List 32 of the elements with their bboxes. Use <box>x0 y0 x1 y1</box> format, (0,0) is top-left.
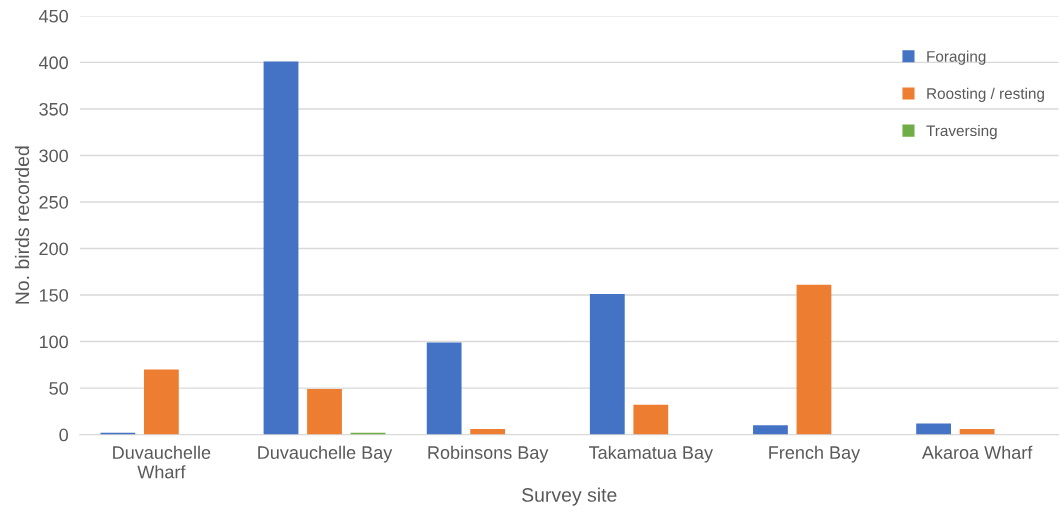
bar <box>263 61 299 435</box>
y-tick-label: 100 <box>39 335 68 349</box>
bar <box>426 342 462 435</box>
bar <box>589 294 625 435</box>
bar <box>753 425 788 435</box>
legend-label: Traversing <box>926 124 997 140</box>
y-tick-label: 400 <box>38 56 68 70</box>
x-tick-label: Takamatua Bay <box>589 445 713 463</box>
y-tick-label: 0 <box>59 428 68 442</box>
x-axis-title: Survey site <box>522 487 617 506</box>
y-tick-label: 150 <box>39 288 68 302</box>
y-tick-label: 50 <box>49 382 68 395</box>
legend-label: Roosting / resting <box>927 87 1044 102</box>
bar <box>307 389 342 435</box>
bar <box>959 429 995 435</box>
bar <box>470 429 506 435</box>
x-tick-label: Duvauchelle Bay <box>258 445 393 463</box>
y-tick-label: 300 <box>39 149 68 163</box>
bar <box>916 423 951 435</box>
y-tick-label: 350 <box>39 102 68 116</box>
bar <box>143 369 179 435</box>
y-tick-label: 200 <box>39 242 68 256</box>
legend-label: Foraging <box>927 50 986 65</box>
x-tick-label: French Bay <box>769 445 861 463</box>
x-tick-label: Duvauchelle Wharf <box>113 445 211 479</box>
x-tick-label: Akaroa Wharf <box>921 445 1033 459</box>
y-tick-label: 450 <box>38 9 68 23</box>
y-tick-label: 250 <box>39 195 68 209</box>
bar <box>633 404 669 435</box>
y-axis-title: No. birds recorded <box>14 146 30 304</box>
x-tick-label: Robinsons Bay <box>428 445 549 463</box>
bar <box>796 284 832 435</box>
